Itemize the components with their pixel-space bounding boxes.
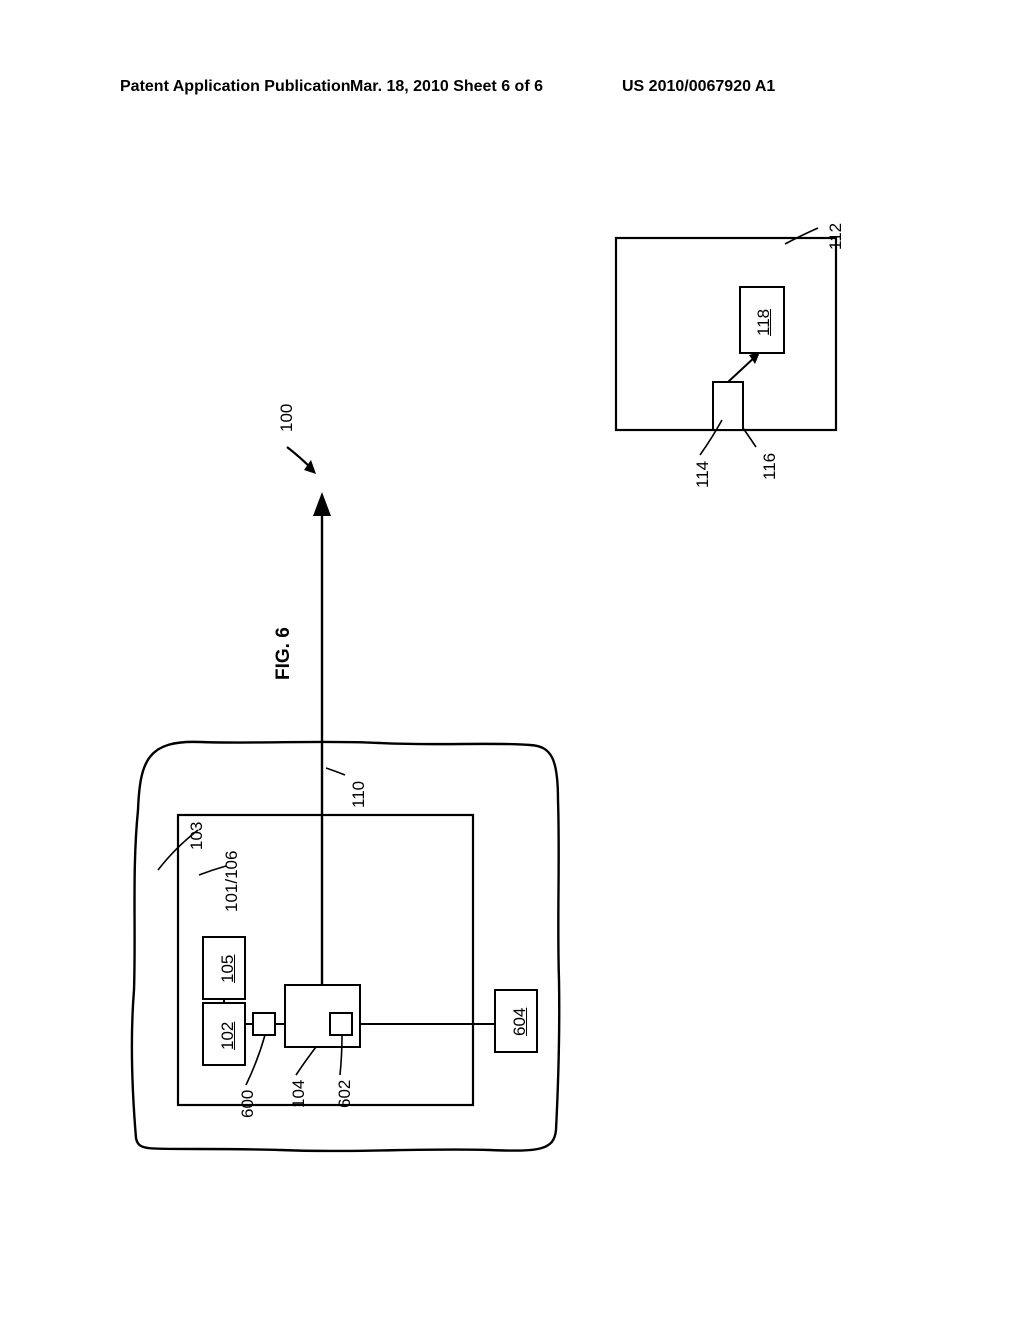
box-105: [203, 937, 245, 999]
cloud-103: [132, 742, 559, 1151]
leader-112: [785, 228, 818, 244]
leader-600: [246, 1035, 265, 1085]
box-104: [285, 985, 360, 1047]
arrow-114-shaft: [728, 356, 756, 382]
box-118: [740, 287, 784, 353]
leader-104: [296, 1047, 316, 1075]
box-116: [713, 382, 743, 430]
box-101-106: [178, 815, 473, 1105]
box-602: [330, 1013, 352, 1035]
leader-114: [700, 420, 722, 455]
diagram-svg: [0, 0, 1024, 1320]
box-604: [495, 990, 537, 1052]
arrow-110-head: [313, 492, 331, 516]
leader-101: [199, 866, 226, 875]
leader-110: [326, 768, 345, 775]
leader-602: [340, 1035, 342, 1075]
box-102: [203, 1003, 245, 1065]
box-600: [253, 1013, 275, 1035]
